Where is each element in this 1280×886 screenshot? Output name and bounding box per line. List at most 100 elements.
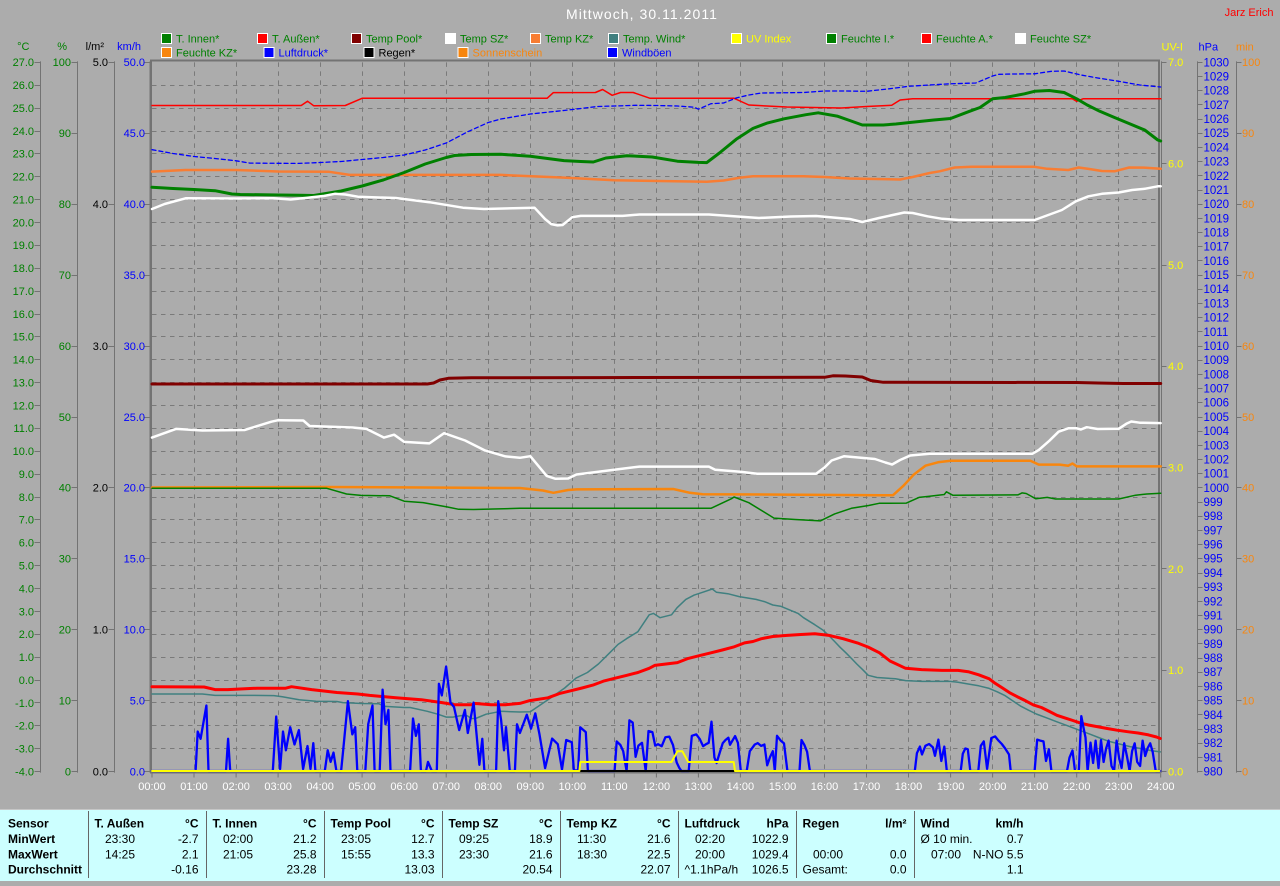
svg-text:02:20: 02:20 xyxy=(695,832,725,846)
svg-text:70: 70 xyxy=(59,270,71,282)
svg-text:2.1: 2.1 xyxy=(182,847,199,861)
svg-text:1005: 1005 xyxy=(1204,412,1230,424)
svg-text:Luftdruck: Luftdruck xyxy=(685,816,741,830)
svg-text:40: 40 xyxy=(1242,483,1254,495)
svg-text:1.1: 1.1 xyxy=(1007,863,1024,877)
svg-text:1029: 1029 xyxy=(1204,72,1230,84)
svg-text:Temp KZ*: Temp KZ* xyxy=(545,34,594,46)
svg-text:1024: 1024 xyxy=(1204,142,1230,154)
svg-text:21.0: 21.0 xyxy=(13,195,34,207)
svg-text:11:00: 11:00 xyxy=(601,781,628,793)
svg-text:km/h: km/h xyxy=(117,41,141,53)
svg-text:27.0: 27.0 xyxy=(13,57,34,69)
svg-text:11:30: 11:30 xyxy=(577,832,606,846)
svg-text:18.0: 18.0 xyxy=(13,263,34,275)
svg-text:4.0: 4.0 xyxy=(19,583,34,595)
svg-text:23:00: 23:00 xyxy=(1105,781,1133,793)
svg-text:09:00: 09:00 xyxy=(517,781,545,793)
svg-text:24.0: 24.0 xyxy=(13,126,34,138)
svg-text:hPa: hPa xyxy=(766,816,788,830)
svg-text:20.0: 20.0 xyxy=(13,217,34,229)
svg-text:°C: °C xyxy=(539,816,553,830)
svg-text:°C: °C xyxy=(17,41,29,53)
svg-text:18.9: 18.9 xyxy=(529,832,553,846)
svg-text:23:30: 23:30 xyxy=(105,832,135,846)
svg-text:20:00: 20:00 xyxy=(979,781,1007,793)
svg-text:90: 90 xyxy=(59,128,71,140)
svg-text:984: 984 xyxy=(1204,710,1224,722)
svg-text:3.0: 3.0 xyxy=(93,341,108,353)
svg-text:Feuchte KZ*: Feuchte KZ* xyxy=(176,48,238,60)
svg-text:15.0: 15.0 xyxy=(13,332,34,344)
svg-text:1015: 1015 xyxy=(1204,270,1230,282)
svg-text:0.0: 0.0 xyxy=(890,847,907,861)
svg-text:35.0: 35.0 xyxy=(124,270,145,282)
svg-text:13:00: 13:00 xyxy=(685,781,713,793)
svg-text:N-NO 5.5: N-NO 5.5 xyxy=(973,847,1024,861)
svg-text:1019: 1019 xyxy=(1204,213,1230,225)
svg-text:4.0: 4.0 xyxy=(1168,361,1183,373)
svg-text:1029.4: 1029.4 xyxy=(752,847,789,861)
svg-text:Jarz Erich: Jarz Erich xyxy=(1225,7,1274,19)
svg-text:02:00: 02:00 xyxy=(222,781,250,793)
svg-text:1012: 1012 xyxy=(1204,313,1230,325)
svg-text:983: 983 xyxy=(1204,724,1223,736)
svg-text:100: 100 xyxy=(1242,57,1260,69)
svg-text:21:00: 21:00 xyxy=(1021,781,1049,793)
svg-text:40.0: 40.0 xyxy=(124,199,145,211)
svg-text:982: 982 xyxy=(1204,738,1223,750)
svg-text:Temp Pool: Temp Pool xyxy=(331,816,391,830)
svg-text:00:00: 00:00 xyxy=(813,847,843,861)
svg-text:min: min xyxy=(1236,42,1254,54)
svg-text:1.0: 1.0 xyxy=(93,625,108,637)
svg-text:18:00: 18:00 xyxy=(895,781,923,793)
svg-text:Regen: Regen xyxy=(803,816,840,830)
svg-text:18:30: 18:30 xyxy=(577,847,607,861)
svg-text:1008: 1008 xyxy=(1204,369,1230,381)
svg-text:l/m²: l/m² xyxy=(86,41,105,53)
svg-text:°C: °C xyxy=(657,816,671,830)
svg-text:1026.5: 1026.5 xyxy=(752,863,789,877)
svg-text:90: 90 xyxy=(1242,128,1254,140)
svg-text:1017: 1017 xyxy=(1204,242,1230,254)
svg-text:1013: 1013 xyxy=(1204,298,1230,310)
svg-text:14:00: 14:00 xyxy=(727,781,755,793)
svg-text:40: 40 xyxy=(59,483,71,495)
svg-text:0.0: 0.0 xyxy=(93,766,108,778)
svg-text:1025: 1025 xyxy=(1204,128,1230,140)
svg-text:1.0: 1.0 xyxy=(1168,665,1183,677)
svg-text:Windböen: Windböen xyxy=(622,48,672,60)
svg-text:25.0: 25.0 xyxy=(13,103,34,115)
svg-text:1004: 1004 xyxy=(1204,426,1230,438)
svg-text:0: 0 xyxy=(65,766,71,778)
svg-text:19.0: 19.0 xyxy=(13,240,34,252)
svg-text:1006: 1006 xyxy=(1204,398,1230,410)
svg-text:1023: 1023 xyxy=(1204,157,1230,169)
svg-text:986: 986 xyxy=(1204,681,1223,693)
svg-text:19:00: 19:00 xyxy=(937,781,965,793)
svg-text:23:05: 23:05 xyxy=(341,832,371,846)
svg-text:45.0: 45.0 xyxy=(124,128,145,140)
svg-text:981: 981 xyxy=(1204,752,1223,764)
svg-text:992: 992 xyxy=(1204,596,1223,608)
svg-text:0.7: 0.7 xyxy=(1007,832,1024,846)
svg-text:989: 989 xyxy=(1204,639,1223,651)
svg-text:993: 993 xyxy=(1204,582,1223,594)
svg-text:21:05: 21:05 xyxy=(223,847,253,861)
svg-text:1016: 1016 xyxy=(1204,256,1230,268)
svg-text:15.0: 15.0 xyxy=(124,554,145,566)
svg-text:07:00: 07:00 xyxy=(432,781,460,793)
svg-text:30.0: 30.0 xyxy=(124,341,145,353)
svg-text:°C: °C xyxy=(185,816,199,830)
svg-text:60: 60 xyxy=(1242,341,1254,353)
svg-text:50: 50 xyxy=(59,412,71,424)
svg-text:01:00: 01:00 xyxy=(180,781,208,793)
svg-text:1021: 1021 xyxy=(1204,185,1230,197)
svg-text:02:00: 02:00 xyxy=(223,832,253,846)
svg-text:T. Innen: T. Innen xyxy=(213,816,258,830)
svg-text:Temp KZ: Temp KZ xyxy=(567,816,617,830)
svg-text:1002: 1002 xyxy=(1204,455,1230,467)
svg-text:50: 50 xyxy=(1242,412,1254,424)
svg-text:5.0: 5.0 xyxy=(93,57,108,69)
svg-text:1022.9: 1022.9 xyxy=(752,832,789,846)
